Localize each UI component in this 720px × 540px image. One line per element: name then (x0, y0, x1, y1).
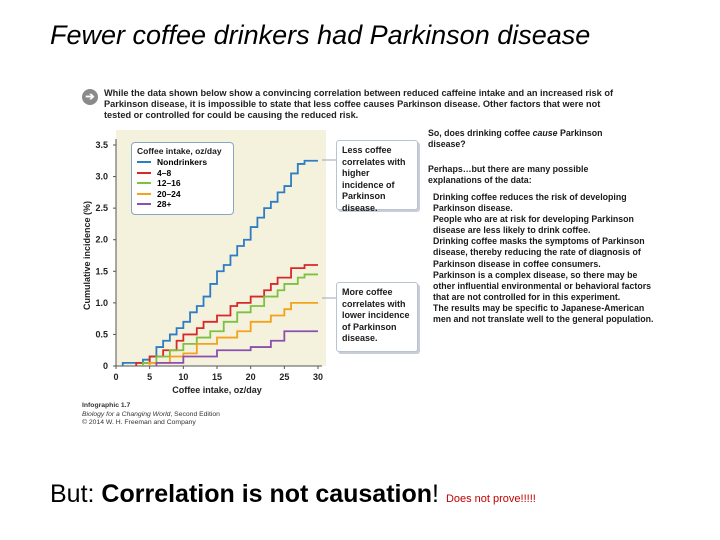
perhaps-text: Perhaps…but there are many possible expl… (428, 164, 589, 186)
credit-book: Biology for a Changing World (82, 410, 171, 418)
explanation-item: People who are at risk for developing Pa… (433, 214, 634, 236)
legend-entry: 28+ (137, 199, 228, 210)
bottom-exclaim: ! (432, 480, 446, 508)
explanation-item: Parkinson is a complex disease, so there… (433, 269, 652, 302)
y-tick-label: 3.5 (95, 140, 108, 150)
x-tick-label: 30 (313, 372, 323, 382)
callout-less-coffee: Less coffee correlates with higher incid… (336, 140, 418, 213)
legend: Coffee intake, oz/day Nondrinkers 4–8 12–1… (131, 142, 234, 215)
y-tick-label: 1.0 (95, 298, 108, 308)
callout-more-coffee: More coffee correlates with lower incide… (336, 282, 418, 352)
y-tick-label: 0 (103, 361, 108, 371)
legend-entry: Nondrinkers (137, 157, 228, 168)
legend-label: 28+ (157, 199, 172, 210)
legend-label: Nondrinkers (157, 157, 208, 168)
x-tick-label: 20 (246, 372, 256, 382)
y-axis-label: Cumulative incidence (%) (82, 201, 92, 310)
bottom-small-note: Does not prove!!!!! (445, 493, 536, 505)
y-tick-label: 1.5 (95, 266, 108, 276)
legend-entry: 20–24 (137, 189, 228, 200)
credit-copyright: © 2014 W. H. Freeman and Company (82, 419, 196, 427)
x-tick-label: 10 (178, 372, 188, 382)
question-text: So, does drinking coffee cause Parkinson… (428, 128, 613, 150)
credit-edition: , Second Edition (170, 410, 220, 418)
x-tick-label: 15 (212, 372, 222, 382)
legend-swatch (137, 192, 151, 195)
series-line (142, 273, 318, 366)
legend-label: 20–24 (157, 188, 181, 199)
question-suffix: Parkinson disease? (428, 128, 603, 150)
intro-text: While the data shown below show a convin… (104, 88, 614, 120)
arrow-right-circle-icon: ➔ (82, 89, 98, 105)
x-tick-label: 5 (147, 372, 152, 382)
bottom-bold: Correlation is not causation (101, 480, 433, 508)
legend-label: 4–8 (157, 167, 172, 178)
series-line (155, 330, 318, 366)
x-axis-label: Coffee intake, oz/day (172, 385, 262, 395)
bottom-prefix: But: (50, 480, 102, 508)
x-tick-label: 0 (113, 372, 118, 382)
x-tick-label: 25 (279, 372, 289, 382)
legend-label: 12–16 (157, 178, 181, 189)
question-italic: cause (532, 128, 558, 138)
legend-title: Coffee intake, oz/day (137, 146, 222, 156)
slide-title: Fewer coffee drinkers had Parkinson dise… (50, 20, 591, 50)
credit-title: Infographic 1.7 (82, 402, 131, 409)
bottom-statement: But: Correlation is not causation! Does … (50, 480, 536, 509)
legend-swatch (137, 171, 151, 174)
legend-entry: 12–16 (137, 178, 228, 189)
y-tick-label: 2.5 (95, 203, 108, 213)
question-prefix: So, does drinking coffee (428, 128, 533, 138)
legend-swatch (137, 161, 151, 164)
explanation-list: Drinking coffee reduces the risk of deve… (433, 192, 658, 325)
y-tick-label: 0.5 (95, 329, 108, 339)
explanation-item: Drinking coffee reduces the risk of deve… (433, 192, 627, 214)
figure-credit: Infographic 1.7 Biology for a Changing W… (82, 402, 220, 428)
series-line (148, 301, 318, 366)
explanation-item: Drinking coffee masks the symptoms of Pa… (433, 236, 645, 269)
explanation-item: The results may be specific to Japanese-… (433, 302, 654, 325)
legend-swatch (137, 182, 151, 185)
legend-swatch (137, 203, 151, 206)
legend-entry: 4–8 (137, 168, 228, 179)
series-line (121, 159, 318, 366)
y-tick-label: 3.0 (95, 172, 108, 182)
y-tick-label: 2.0 (95, 235, 108, 245)
series-line (135, 264, 318, 366)
